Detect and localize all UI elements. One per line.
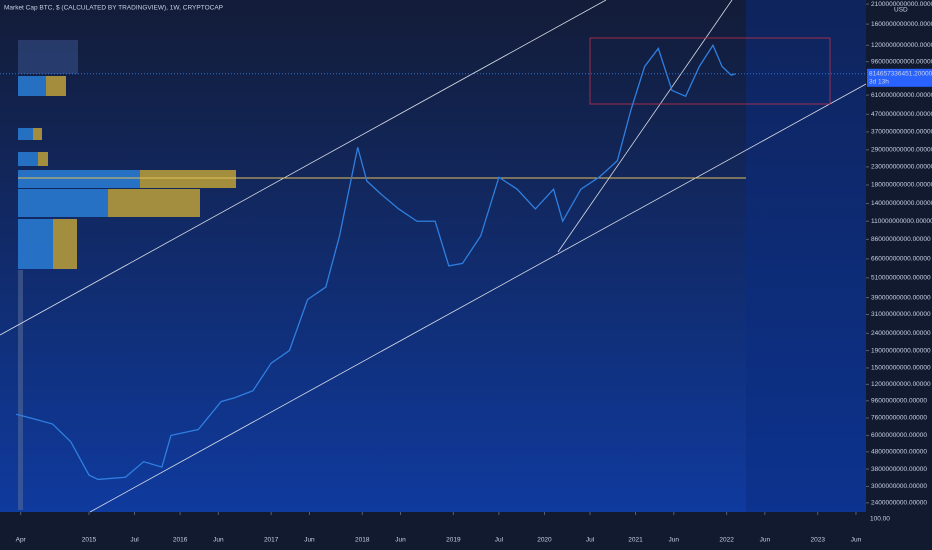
future-area (746, 0, 866, 512)
profile-bar (18, 170, 140, 188)
x-tick-label: Jun (851, 537, 862, 544)
y-tick-label: 1200000000000.00000 (871, 42, 932, 49)
x-tick-label: 2017 (264, 537, 279, 544)
profile-bar (18, 189, 108, 217)
y-tick-label: 51000000000.00000 (871, 275, 931, 282)
y-tick-label: 12000000000.00000 (871, 381, 931, 388)
x-tick-label: Jul (130, 537, 139, 544)
x-tick-label: 2019 (446, 537, 461, 544)
y-tick-label: 110000000000.00000 (871, 218, 932, 225)
x-tick-label: Jun (395, 537, 406, 544)
volume-profile (18, 40, 236, 510)
currency-label: USD (894, 7, 908, 14)
trend-line (0, 0, 607, 336)
price-line (15, 43, 736, 481)
profile-bar (140, 170, 236, 188)
x-tick-label: Jun (213, 537, 224, 544)
x-tick-label: Jul (586, 537, 595, 544)
y-tick-label: 9600000000.00000 (871, 398, 927, 405)
profile-bar (33, 128, 42, 140)
x-tick-label: 2021 (628, 537, 643, 544)
y-tick-label: 31000000000.00000 (871, 311, 931, 318)
x-tick-label: 2023 (810, 537, 825, 544)
x-tick-label: Jul (495, 537, 504, 544)
y-tick-label: 3000000000.00000 (871, 483, 927, 490)
y-tick-label: 180000000000.00000 (871, 182, 932, 189)
range-box (589, 37, 831, 105)
y-tick-label: 4800000000.00000 (871, 449, 927, 456)
profile-bar (46, 76, 66, 96)
x-tick-label: 2015 (82, 537, 97, 544)
profile-bar (18, 219, 53, 269)
x-tick-label: 2016 (173, 537, 188, 544)
y-tick-label: 6000000000.00000 (871, 432, 927, 439)
profile-bar (18, 128, 33, 140)
y-tick-label: 610000000000.00000 (871, 92, 932, 99)
profile-bar (53, 219, 77, 269)
y-tick-label: 3800000000.00000 (871, 466, 927, 473)
y-tick-label: 960000000000.00000 (871, 58, 932, 65)
trend-line (557, 0, 733, 253)
last-price-label: 814657336451.20000 (869, 71, 932, 78)
y-tick-label: 19000000000.00000 (871, 347, 931, 354)
y-tick-label: 230000000000.00000 (871, 164, 932, 171)
y-tick-label: 24000000000.00000 (871, 330, 931, 337)
profile-bar (18, 76, 46, 96)
profile-bar (108, 189, 200, 217)
time-axis-panel (0, 512, 866, 550)
profile-bar (18, 40, 78, 74)
x-tick-label: Jun (304, 537, 315, 544)
y-tick-label: 66000000000.00000 (871, 256, 931, 263)
y-tick-label: 15000000000.00000 (871, 365, 931, 372)
y-tick-label: 290000000000.00000 (871, 147, 932, 154)
chart-title: Market Cap BTC, $ (CALCULATED BY TRADING… (4, 5, 223, 12)
profile-bar (18, 152, 38, 166)
x-tick-label: Jun (669, 537, 680, 544)
x-tick-label: 2020 (537, 537, 552, 544)
y-tick-label: 2400000000.00000 (871, 500, 927, 507)
y-tick-label: 470000000000.00000 (871, 111, 932, 118)
y-tick-label: 370000000000.00000 (871, 129, 932, 136)
y-tick-label: 1600000000000.00000 (871, 21, 932, 28)
trend-line (89, 83, 867, 513)
x-tick-label: 2018 (355, 537, 370, 544)
y-tick-label: 86000000000.00000 (871, 236, 931, 243)
x-tick-label: Jun (760, 537, 771, 544)
y-tick-label: 7600000000.00000 (871, 415, 927, 422)
y-tick-label: 39000000000.00000 (871, 294, 931, 301)
last-price-box (867, 68, 932, 87)
y-tick-label: 2100000000000.00000 (871, 1, 932, 8)
profile-bar (18, 270, 23, 510)
bottom-scale-label: 100.00 (870, 516, 890, 523)
countdown-label: 3d 13h (869, 79, 889, 86)
plot-background (0, 0, 866, 512)
price-axis-panel (866, 0, 932, 550)
x-tick-label: 2022 (719, 537, 734, 544)
profile-bar (38, 152, 48, 166)
x-tick-label: Apr (16, 537, 27, 544)
y-tick-label: 140000000000.00000 (871, 200, 932, 207)
